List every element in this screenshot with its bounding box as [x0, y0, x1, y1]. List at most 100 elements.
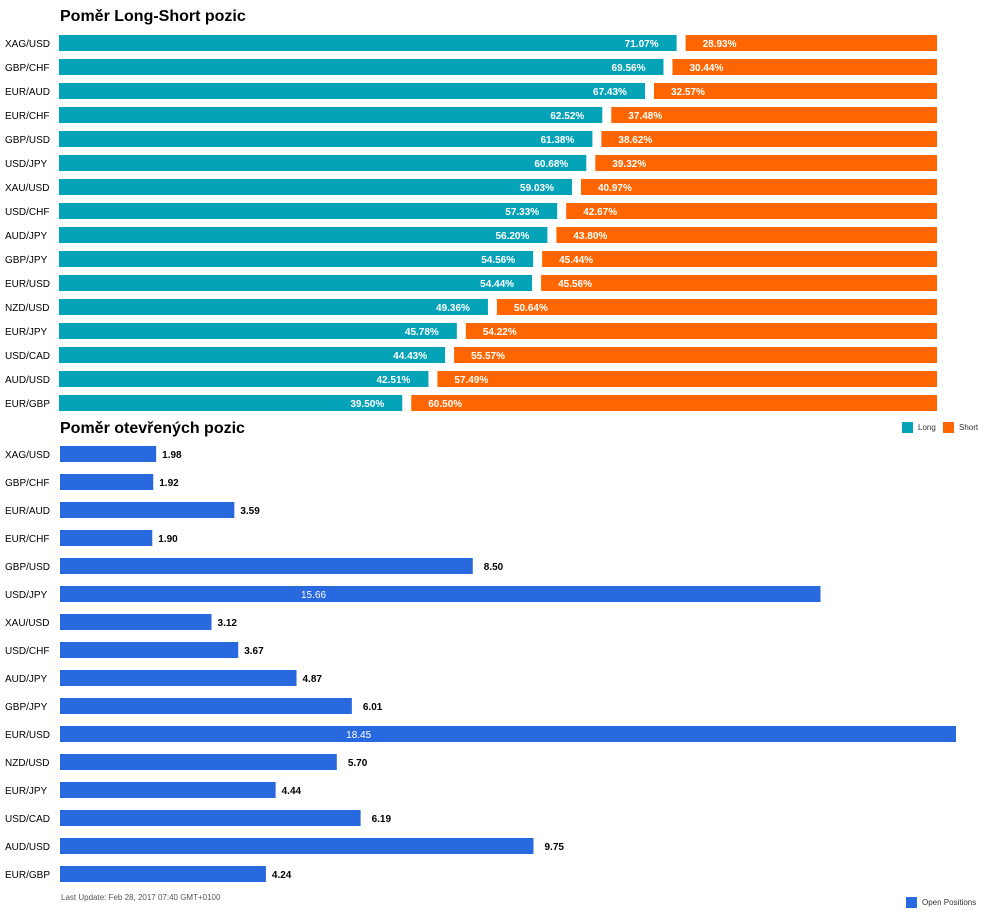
long-bar-eur-usd — [59, 275, 533, 291]
long-value-label-gbp-usd: 61.38% — [540, 135, 574, 146]
long-bar-gbp-jpy — [59, 251, 534, 267]
open-bar-eur-gbp — [60, 866, 266, 882]
open-category-label-eur-usd: EUR/USD — [5, 730, 50, 741]
open-category-label-eur-chf: EUR/CHF — [5, 534, 49, 545]
long-value-label-gbp-jpy: 54.56% — [481, 255, 515, 266]
open-category-label-eur-gbp: EUR/GBP — [5, 870, 50, 881]
long-value-label-xau-usd: 59.03% — [520, 183, 554, 194]
short-value-label-xau-usd: 40.97% — [598, 183, 632, 194]
category-label-usd-jpy: USD/JPY — [5, 159, 48, 170]
short-value-label-usd-cad: 55.57% — [471, 351, 505, 362]
category-label-eur-chf: EUR/CHF — [5, 111, 49, 122]
category-label-gbp-usd: GBP/USD — [5, 135, 50, 146]
long-bar-usd-jpy — [59, 155, 587, 171]
long-bar-xag-usd — [59, 35, 677, 51]
short-bar-eur-jpy — [465, 323, 937, 339]
short-value-label-aud-jpy: 43.80% — [573, 231, 607, 242]
open-positions-title: Poměr otevřených pozic — [60, 420, 245, 437]
open-value-label-xag-usd: 1.98 — [162, 450, 182, 461]
open-category-label-usd-chf: USD/CHF — [5, 646, 49, 657]
short-value-label-eur-gbp: 60.50% — [428, 399, 462, 410]
open-category-label-usd-cad: USD/CAD — [5, 814, 50, 825]
open-positions-chart: XAG/USD 1.98 GBP/CHF 1.92 EUR/AUD 3.59 EUR/CHF… — [5, 446, 956, 882]
open-category-label-nzd-usd: NZD/USD — [5, 758, 49, 769]
short-value-label-xag-usd: 28.93% — [703, 39, 737, 50]
short-bar-usd-chf — [566, 203, 937, 219]
long-value-label-gbp-chf: 69.56% — [612, 63, 646, 74]
open-bar-xau-usd — [60, 614, 212, 630]
open-category-label-aud-usd: AUD/USD — [5, 842, 50, 853]
short-value-label-usd-chf: 42.67% — [583, 207, 617, 218]
open-value-label-xau-usd: 3.12 — [218, 618, 238, 629]
short-bar-gbp-usd — [601, 131, 937, 147]
long-bar-eur-jpy — [59, 323, 457, 339]
open-bar-usd-jpy — [60, 586, 821, 602]
category-label-usd-chf: USD/CHF — [5, 207, 49, 218]
open-bar-eur-chf — [60, 530, 153, 546]
open-value-label-aud-usd: 9.75 — [544, 842, 564, 853]
short-value-label-eur-chf: 37.48% — [628, 111, 662, 122]
short-bar-usd-jpy — [595, 155, 937, 171]
category-label-usd-cad: USD/CAD — [5, 351, 50, 362]
open-category-label-gbp-usd: GBP/USD — [5, 562, 50, 573]
category-label-gbp-chf: GBP/CHF — [5, 63, 49, 74]
open-value-label-eur-usd: 18.45 — [346, 730, 371, 741]
long-bar-usd-cad — [59, 347, 446, 363]
long-bar-gbp-usd — [59, 131, 593, 147]
long-value-label-nzd-usd: 49.36% — [436, 303, 470, 314]
long-bar-aud-jpy — [59, 227, 548, 243]
open-bar-usd-cad — [60, 810, 361, 826]
last-update-text: Last Update: Feb 28, 2017 07:40 GMT+0100 — [61, 893, 221, 902]
open-value-label-usd-cad: 6.19 — [372, 814, 392, 825]
open-value-label-eur-gbp: 4.24 — [272, 870, 292, 881]
long-value-label-usd-jpy: 60.68% — [534, 159, 568, 170]
open-bar-gbp-jpy — [60, 698, 352, 714]
category-label-aud-usd: AUD/USD — [5, 375, 50, 386]
open-category-label-aud-jpy: AUD/JPY — [5, 674, 48, 685]
long-value-label-usd-cad: 44.43% — [393, 351, 427, 362]
long-bar-usd-chf — [59, 203, 558, 219]
legend-long[interactable]: Long — [902, 422, 936, 433]
category-label-eur-jpy: EUR/JPY — [5, 327, 48, 338]
long-short-title: Poměr Long-Short pozic — [60, 8, 246, 25]
open-category-label-gbp-jpy: GBP/JPY — [5, 702, 48, 713]
category-label-eur-aud: EUR/AUD — [5, 87, 50, 98]
open-value-label-eur-chf: 1.90 — [158, 534, 178, 545]
short-bar-xau-usd — [580, 179, 937, 195]
legend-short[interactable]: Short — [943, 422, 978, 433]
short-bar-gbp-jpy — [542, 251, 937, 267]
open-value-label-gbp-jpy: 6.01 — [363, 702, 383, 713]
short-bar-gbp-chf — [672, 59, 937, 75]
short-value-label-usd-jpy: 39.32% — [612, 159, 646, 170]
long-value-label-eur-usd: 54.44% — [480, 279, 514, 290]
short-bar-eur-aud — [653, 83, 937, 99]
long-value-label-eur-aud: 67.43% — [593, 87, 627, 98]
short-bar-aud-jpy — [556, 227, 937, 243]
short-value-label-eur-jpy: 54.22% — [483, 327, 517, 338]
long-bar-eur-gbp — [59, 395, 403, 411]
open-value-label-eur-jpy: 4.44 — [282, 786, 302, 797]
short-value-label-aud-usd: 57.49% — [454, 375, 488, 386]
short-bar-xag-usd — [685, 35, 937, 51]
open-bar-eur-aud — [60, 502, 235, 518]
open-value-label-gbp-chf: 1.92 — [159, 478, 179, 489]
open-bar-aud-jpy — [60, 670, 297, 686]
legend-open-positions[interactable]: Open Positions — [906, 897, 976, 908]
open-bar-eur-jpy — [60, 782, 276, 798]
short-bar-aud-usd — [437, 371, 937, 387]
open-value-label-gbp-usd: 8.50 — [484, 562, 504, 573]
long-bar-gbp-chf — [59, 59, 664, 75]
open-bar-gbp-usd — [60, 558, 473, 574]
legend-open-swatch — [906, 897, 917, 908]
short-bar-nzd-usd — [496, 299, 937, 315]
long-value-label-aud-jpy: 56.20% — [495, 231, 529, 242]
open-bar-nzd-usd — [60, 754, 337, 770]
legend-long-label: Long — [918, 423, 936, 432]
open-bar-eur-usd — [60, 726, 956, 742]
short-value-label-gbp-chf: 30.44% — [689, 63, 723, 74]
legend-open-label: Open Positions — [922, 898, 977, 907]
long-value-label-eur-gbp: 39.50% — [350, 399, 384, 410]
category-label-nzd-usd: NZD/USD — [5, 303, 49, 314]
open-bar-usd-chf — [60, 642, 239, 658]
